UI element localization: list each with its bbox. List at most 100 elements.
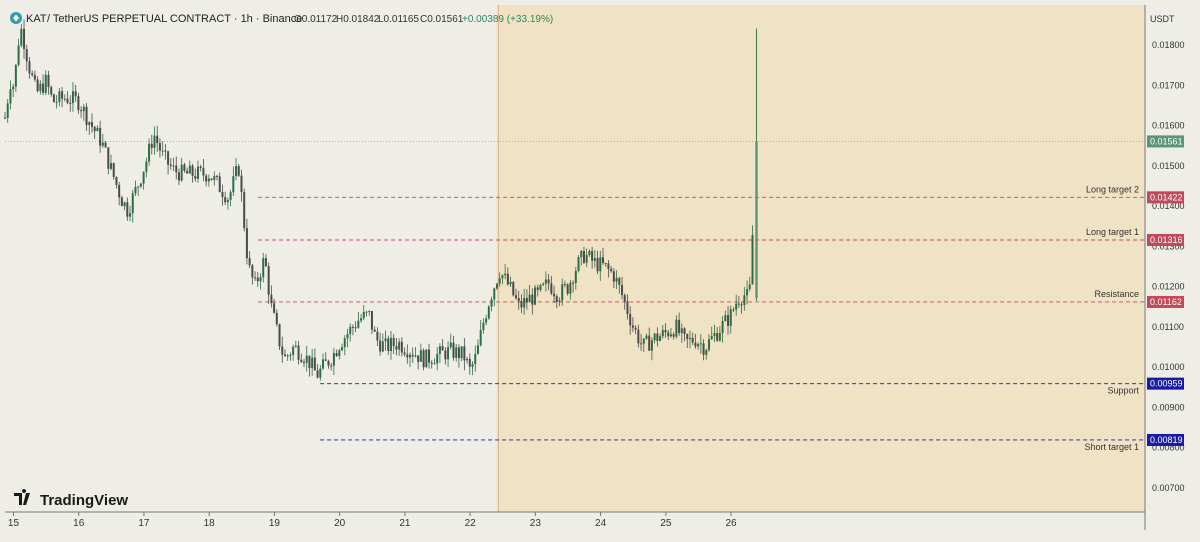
candle-body	[422, 350, 425, 368]
y-tick-label: 0.01000	[1152, 362, 1185, 372]
candle-body	[158, 143, 161, 151]
candle-body	[593, 258, 596, 261]
candle-body	[126, 202, 129, 217]
candle-body	[362, 311, 365, 319]
symbol-header[interactable]: KAT / TetherUS PERPETUAL CONTRACT · 1h ·…	[10, 12, 553, 25]
candle-body	[311, 357, 314, 369]
candle-body	[240, 175, 243, 193]
candle-body	[539, 284, 542, 290]
candle-body	[368, 310, 371, 312]
level-price-tag-text: 0.01162	[1150, 297, 1182, 307]
candle-body	[531, 294, 534, 305]
candle-body	[175, 165, 178, 173]
candle-body	[243, 192, 246, 229]
candle-body	[506, 273, 509, 285]
candle-body	[134, 186, 137, 194]
candle-body	[403, 352, 406, 355]
candle-body	[169, 164, 172, 166]
candle-body	[650, 340, 653, 351]
candle-body	[196, 166, 199, 179]
candle-body	[148, 143, 151, 162]
candle-body	[104, 142, 107, 148]
candle-body	[409, 354, 412, 358]
price-axis[interactable]	[1145, 5, 1197, 512]
candle-body	[349, 326, 352, 335]
candle-body	[547, 279, 550, 284]
candle-body	[515, 295, 518, 299]
level-price-tag-text: 0.00819	[1150, 435, 1183, 445]
candle-body	[708, 339, 711, 350]
candle-body	[542, 283, 545, 285]
candle-body	[585, 255, 588, 263]
candle-body	[327, 360, 330, 366]
candle-body	[235, 166, 238, 177]
candle-body	[61, 91, 64, 99]
candle-body	[591, 251, 594, 261]
y-tick-label: 0.01500	[1152, 161, 1185, 171]
candle-body	[498, 278, 501, 284]
level-label: Long target 1	[1086, 227, 1139, 237]
x-tick-label: 16	[73, 518, 85, 529]
candle-body	[14, 64, 17, 87]
candle-body	[544, 279, 547, 284]
candle-body	[607, 263, 610, 269]
candle-body	[44, 74, 47, 93]
candle-body	[316, 370, 319, 378]
candle-body	[262, 258, 265, 278]
candle-body	[319, 368, 322, 378]
candle-body	[77, 96, 80, 111]
candle-body	[449, 342, 452, 348]
candle-body	[729, 309, 732, 326]
candle-body	[379, 340, 382, 352]
candle-body	[688, 337, 691, 340]
candle-body	[476, 345, 479, 355]
candle-body	[205, 175, 208, 182]
candle-body	[370, 310, 373, 330]
candle-body	[58, 91, 61, 102]
candle-body	[569, 282, 572, 294]
candle-body	[648, 335, 651, 351]
candle-body	[180, 164, 183, 181]
y-ticks: 0.01800 0.01700 0.01600 0.01500 0.01400 0.013…	[1152, 40, 1185, 493]
candle-body	[563, 284, 566, 286]
candle-body	[55, 101, 58, 103]
candle-body	[406, 354, 409, 358]
candle-body	[270, 294, 273, 304]
candle-body	[520, 300, 523, 308]
candle-body	[313, 357, 316, 371]
candle-body	[373, 329, 376, 332]
candle-body	[447, 347, 450, 360]
candle-body	[129, 213, 132, 217]
candle-body	[610, 268, 613, 272]
tradingview-logo[interactable]: TradingView	[14, 489, 128, 509]
candle-body	[691, 337, 694, 343]
candle-body	[751, 235, 754, 285]
candle-body	[273, 303, 276, 313]
candle-body	[457, 347, 460, 359]
candle-body	[186, 170, 189, 174]
candle-body	[36, 79, 39, 92]
level-label: Resistance	[1094, 289, 1139, 299]
candle-body	[417, 355, 420, 362]
candle-body	[623, 295, 626, 302]
candle-body	[680, 328, 683, 334]
candle-body	[101, 142, 104, 146]
candle-body	[436, 354, 439, 364]
x-ticks: 15 16 17 18 19 20 21 22 23 24 25 26	[8, 512, 737, 529]
candle-body	[365, 311, 368, 313]
y-tick-label: 0.01300	[1152, 241, 1185, 251]
candle-body	[621, 285, 624, 296]
level-price-tag	[1147, 433, 1184, 446]
binance-logo-mark-icon	[13, 14, 19, 22]
candle-body	[69, 102, 72, 104]
candle-body	[110, 163, 113, 169]
x-tick-label: 15	[8, 518, 20, 529]
candle-body	[161, 150, 164, 152]
candle-body	[384, 338, 387, 342]
candle-body	[398, 341, 401, 350]
candle-body	[39, 83, 42, 92]
candle-body	[615, 278, 618, 282]
candle-body	[637, 329, 640, 344]
